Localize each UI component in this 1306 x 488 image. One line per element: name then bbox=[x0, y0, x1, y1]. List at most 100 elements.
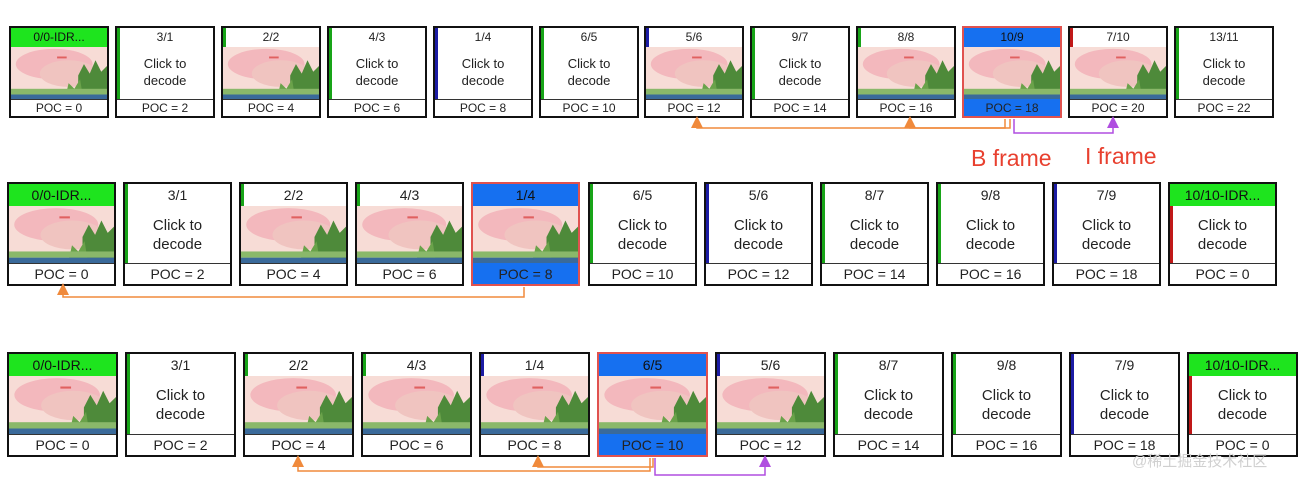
frame-card[interactable]: 3/1 Click to decode POC = 2 bbox=[123, 182, 232, 286]
frame-type-bar bbox=[117, 28, 120, 116]
click-to-decode-line1: Click to bbox=[965, 217, 1016, 234]
frame-thumbnail-image bbox=[481, 376, 588, 439]
click-to-decode-line1: Click to bbox=[461, 56, 505, 71]
ref-arrow-8-to-0 bbox=[57, 283, 525, 298]
frame-card[interactable]: 4/3 Click to decode POC = 6 bbox=[327, 26, 427, 118]
frame-thumbnail-image bbox=[363, 376, 470, 439]
frame-poc-label: POC = 20 bbox=[1070, 99, 1166, 116]
frame-card[interactable]: 8/7 Click to decode POC = 14 bbox=[820, 182, 929, 286]
frame-decode-order-label: 9/7 bbox=[791, 30, 809, 44]
frame-thumbnail bbox=[481, 376, 588, 439]
frame-thumbnail bbox=[11, 47, 107, 104]
frame-card[interactable]: 10/9 POC = 18 bbox=[962, 26, 1062, 118]
click-to-decode-line2: decode bbox=[1081, 236, 1132, 253]
frame-thumbnail-image bbox=[11, 47, 107, 104]
frame-poc-label: POC = 6 bbox=[363, 434, 470, 455]
frame-poc-label: POC = 12 bbox=[717, 434, 824, 455]
click-to-decode-text: Click to decode bbox=[1176, 55, 1272, 89]
click-to-decode-text: Click to decode bbox=[1071, 386, 1178, 424]
frame-poc-label: POC = 16 bbox=[938, 263, 1043, 284]
click-to-decode-text: Click to decode bbox=[117, 55, 213, 89]
click-to-decode-line2: decode bbox=[981, 406, 1032, 423]
frame-card[interactable]: 9/7 Click to decode POC = 14 bbox=[750, 26, 850, 118]
frame-card[interactable]: 6/5 POC = 10 bbox=[597, 352, 708, 457]
frame-decode-order-label: 5/6 bbox=[748, 187, 769, 203]
frame-thumbnail bbox=[599, 376, 706, 439]
frame-card[interactable]: 7/10 POC = 20 bbox=[1068, 26, 1168, 118]
frame-card[interactable]: 5/6 POC = 12 bbox=[715, 352, 826, 457]
frame-thumbnail-image bbox=[717, 376, 824, 439]
click-to-decode-line1: Click to bbox=[1197, 217, 1248, 234]
click-to-decode-line1: Click to bbox=[355, 56, 399, 71]
frame-decode-order-label: 6/5 bbox=[599, 354, 706, 376]
click-to-decode-line2: decode bbox=[152, 236, 203, 253]
b-frame-annotation: B frame bbox=[971, 145, 1052, 171]
click-to-decode-text: Click to decode bbox=[125, 216, 230, 254]
click-to-decode-text: Click to decode bbox=[822, 216, 927, 254]
frame-poc-label: POC = 8 bbox=[473, 263, 578, 284]
frame-decode-order-label: 0/0-IDR... bbox=[9, 354, 116, 376]
frame-thumbnail bbox=[964, 47, 1060, 104]
frame-card[interactable]: 9/8 Click to decode POC = 16 bbox=[951, 352, 1062, 457]
frame-card[interactable]: 10/10-IDR... Click to decode POC = 0 bbox=[1168, 182, 1277, 286]
frame-card[interactable]: 13/11 Click to decode POC = 22 bbox=[1174, 26, 1274, 118]
frame-decode-order-label: 7/9 bbox=[1096, 187, 1117, 203]
frame-poc-label: POC = 4 bbox=[241, 263, 346, 284]
frame-type-bar bbox=[1071, 354, 1074, 455]
frame-decode-order-label: 4/3 bbox=[368, 30, 386, 44]
click-to-decode-text: Click to decode bbox=[1189, 386, 1296, 424]
frame-card[interactable]: 8/8 POC = 16 bbox=[856, 26, 956, 118]
frame-card[interactable]: 6/5 Click to decode POC = 10 bbox=[539, 26, 639, 118]
frame-card[interactable]: 9/8 Click to decode POC = 16 bbox=[936, 182, 1045, 286]
click-to-decode-text: Click to decode bbox=[706, 216, 811, 254]
frame-card[interactable]: 7/9 Click to decode POC = 18 bbox=[1052, 182, 1161, 286]
click-to-decode-line2: decode bbox=[733, 236, 784, 253]
frame-card[interactable]: 2/2 POC = 4 bbox=[221, 26, 321, 118]
frame-thumbnail-image bbox=[9, 206, 114, 268]
frame-poc-label: POC = 6 bbox=[329, 99, 425, 116]
ref-arrow-18-to-20 bbox=[1013, 116, 1119, 134]
frame-thumbnail bbox=[363, 376, 470, 439]
frame-decode-order-label: 4/3 bbox=[406, 357, 427, 373]
frame-card[interactable]: 3/1 Click to decode POC = 2 bbox=[125, 352, 236, 457]
click-to-decode-line2: decode bbox=[143, 73, 187, 88]
click-to-decode-text: Click to decode bbox=[590, 216, 695, 254]
frame-card[interactable]: 1/4 Click to decode POC = 8 bbox=[433, 26, 533, 118]
frame-card[interactable]: 1/4 POC = 8 bbox=[479, 352, 590, 457]
click-to-decode-text: Click to decode bbox=[329, 55, 425, 89]
frame-poc-label: POC = 18 bbox=[964, 99, 1060, 116]
frame-thumbnail bbox=[245, 376, 352, 439]
frame-card[interactable]: 4/3 POC = 6 bbox=[361, 352, 472, 457]
frame-decode-order-label: 1/4 bbox=[474, 30, 492, 44]
frame-card[interactable]: 7/9 Click to decode POC = 18 bbox=[1069, 352, 1180, 457]
click-to-decode-line2: decode bbox=[461, 73, 505, 88]
frame-card[interactable]: 5/6 POC = 12 bbox=[644, 26, 744, 118]
frame-decode-order-label: 2/2 bbox=[288, 357, 309, 373]
frame-decode-order-label: 8/8 bbox=[897, 30, 915, 44]
frame-card[interactable]: 2/2 POC = 4 bbox=[243, 352, 354, 457]
frame-card[interactable]: 4/3 POC = 6 bbox=[355, 182, 464, 286]
frame-card[interactable]: 10/10-IDR... Click to decode POC = 0 bbox=[1187, 352, 1298, 457]
click-to-decode-line2: decode bbox=[849, 236, 900, 253]
frame-card[interactable]: 5/6 Click to decode POC = 12 bbox=[704, 182, 813, 286]
frame-card[interactable]: 6/5 Click to decode POC = 10 bbox=[588, 182, 697, 286]
frame-thumbnail-image bbox=[357, 206, 462, 268]
frame-card[interactable]: 2/2 POC = 4 bbox=[239, 182, 348, 286]
frame-type-bar bbox=[590, 184, 593, 284]
frame-card[interactable]: 0/0-IDR... POC = 0 bbox=[9, 26, 109, 118]
frame-card[interactable]: 0/0-IDR... POC = 0 bbox=[7, 352, 118, 457]
frame-card[interactable]: 8/7 Click to decode POC = 14 bbox=[833, 352, 944, 457]
click-to-decode-text: Click to decode bbox=[752, 55, 848, 89]
frame-poc-label: POC = 0 bbox=[9, 434, 116, 455]
frame-poc-label: POC = 22 bbox=[1176, 99, 1272, 116]
click-to-decode-line1: Click to bbox=[567, 56, 611, 71]
frame-card[interactable]: 0/0-IDR... POC = 0 bbox=[7, 182, 116, 286]
frame-poc-label: POC = 4 bbox=[223, 99, 319, 116]
frame-card[interactable]: 3/1 Click to decode POC = 2 bbox=[115, 26, 215, 118]
click-to-decode-line2: decode bbox=[1202, 73, 1246, 88]
frame-type-bar bbox=[1170, 184, 1173, 284]
frame-decode-order-label: 6/5 bbox=[580, 30, 598, 44]
click-to-decode-line1: Click to bbox=[778, 56, 822, 71]
click-to-decode-line2: decode bbox=[1099, 406, 1150, 423]
frame-card[interactable]: 1/4 POC = 8 bbox=[471, 182, 580, 286]
